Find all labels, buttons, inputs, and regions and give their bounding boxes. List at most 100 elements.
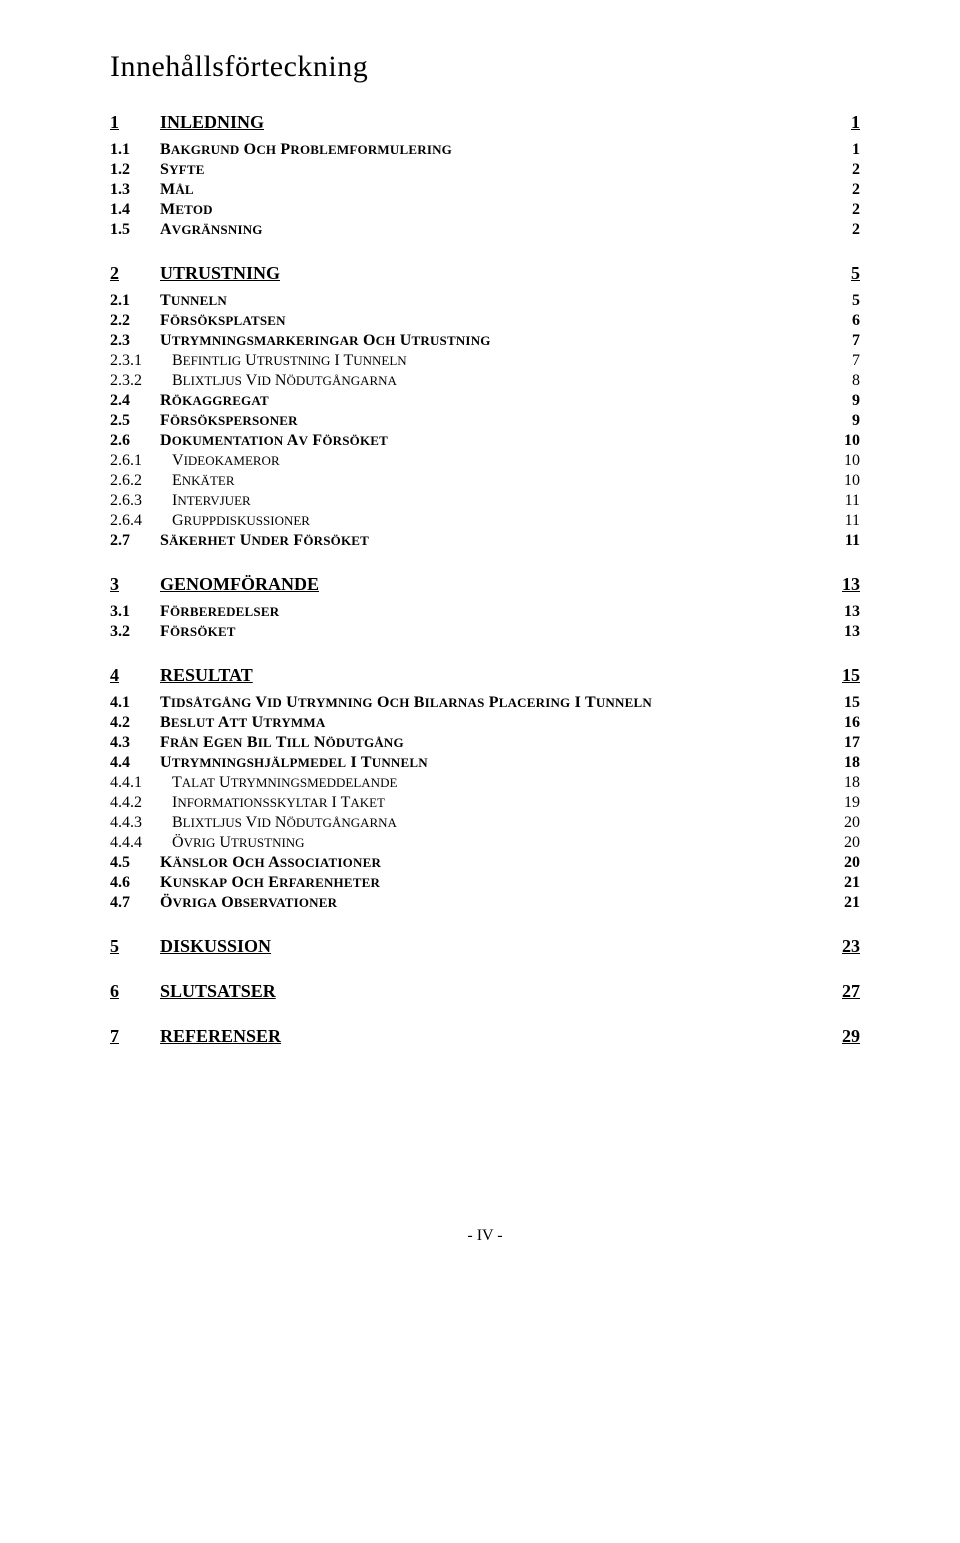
toc-num: 2.2 [110,312,160,330]
toc-page: 2 [820,161,860,179]
toc-num: 3 [110,574,160,595]
page-title: Innehållsförteckning [110,50,860,84]
toc-page: 13 [820,603,860,621]
toc-num: 1 [110,112,160,133]
toc-num: 2.6.1 [110,452,172,470]
toc-sub-row: 1.2SYFTE2 [110,161,860,179]
toc-page: 10 [820,472,860,490]
toc-page: 6 [820,312,860,330]
toc-page: 19 [820,794,860,812]
toc-subsub-row: 4.4.2INFORMATIONSSKYLTAR I TAKET19 [110,794,860,812]
toc-page: 2 [820,221,860,239]
toc-page: 11 [820,512,860,530]
toc-num: 2.6.4 [110,512,172,530]
toc-page: 15 [820,665,860,686]
toc-subsub-row: 2.6.4GRUPPDISKUSSIONER11 [110,512,860,530]
toc-label: FRÅN EGEN BIL TILL NÖDUTGÅNG [160,734,820,752]
toc-section-row: 1INLEDNING1 [110,112,860,133]
toc-num: 4.5 [110,854,160,872]
page: Innehållsförteckning 1INLEDNING1 1.1BAKGR… [0,0,960,1285]
toc-sub-row: 2.4RÖKAGGREGAT9 [110,392,860,410]
toc-num: 4.2 [110,714,160,732]
toc-label: REFERENSER [160,1026,820,1047]
toc-num: 4.4 [110,754,160,772]
toc-label: DISKUSSION [160,936,820,957]
toc-section-row: 5DISKUSSION23 [110,936,860,957]
toc-page: 16 [820,714,860,732]
toc-label: INTERVJUER [172,492,820,510]
toc-page: 9 [820,392,860,410]
toc-num: 4.4.3 [110,814,172,832]
toc-label: AVGRÄNSNING [160,221,820,239]
toc-label: TUNNELN [160,292,820,310]
toc-label: METOD [160,201,820,219]
toc-subsub-row: 4.4.3BLIXTLJUS VID NÖDUTGÅNGARNA20 [110,814,860,832]
toc-label: SLUTSATSER [160,981,820,1002]
toc-page: 8 [820,372,860,390]
toc-num: 1.1 [110,141,160,159]
toc-num: 1.4 [110,201,160,219]
toc-page: 2 [820,201,860,219]
toc-page: 9 [820,412,860,430]
toc-page: 15 [820,694,860,712]
toc-label: UTRYMNINGSMARKERINGAR OCH UTRUSTNING [160,332,820,350]
toc-num: 3.1 [110,603,160,621]
toc-num: 4.7 [110,894,160,912]
toc-page: 20 [820,814,860,832]
toc-section-row: 7REFERENSER29 [110,1026,860,1047]
toc-num: 2 [110,263,160,284]
toc-page: 27 [820,981,860,1002]
toc-page: 18 [820,754,860,772]
toc-page: 5 [820,292,860,310]
toc-section-row: 3GENOMFÖRANDE13 [110,574,860,595]
toc-num: 4.4.4 [110,834,172,852]
toc-page: 2 [820,181,860,199]
toc-label: UTRUSTNING [160,263,820,284]
toc-sub-row: 4.4UTRYMNINGSHJÄLPMEDEL I TUNNELN18 [110,754,860,772]
toc-subsub-row: 4.4.4ÖVRIG UTRUSTNING20 [110,834,860,852]
toc-subsub-row: 2.6.3INTERVJUER11 [110,492,860,510]
toc-page: 1 [820,112,860,133]
toc-page: 5 [820,263,860,284]
toc-label: FÖRSÖKET [160,623,820,641]
toc-label: BLIXTLJUS VID NÖDUTGÅNGARNA [172,814,820,832]
toc-subsub-row: 4.4.1TALAT UTRYMNINGSMEDDELANDE18 [110,774,860,792]
toc-subsub-row: 2.3.1BEFINTLIG UTRUSTNING I TUNNELN7 [110,352,860,370]
toc-sub-row: 2.7SÄKERHET UNDER FÖRSÖKET11 [110,532,860,550]
toc-num: 4.1 [110,694,160,712]
toc-num: 2.3.2 [110,372,172,390]
toc-num: 1.5 [110,221,160,239]
toc-sub-row: 4.6KUNSKAP OCH ERFARENHETER21 [110,874,860,892]
toc-subsub-row: 2.6.2ENKÄTER10 [110,472,860,490]
toc-label: GENOMFÖRANDE [160,574,820,595]
toc-num: 2.3 [110,332,160,350]
toc-label: INLEDNING [160,112,820,133]
toc-label: DOKUMENTATION AV FÖRSÖKET [160,432,820,450]
toc-page: 23 [820,936,860,957]
toc-num: 1.3 [110,181,160,199]
toc-num: 2.3.1 [110,352,172,370]
toc-label: BLIXTLJUS VID NÖDUTGÅNGARNA [172,372,820,390]
toc-page: 20 [820,834,860,852]
toc-sub-row: 1.3MÅL2 [110,181,860,199]
toc-page: 7 [820,332,860,350]
toc-label: GRUPPDISKUSSIONER [172,512,820,530]
toc-num: 5 [110,936,160,957]
toc-num: 2.4 [110,392,160,410]
toc-page: 18 [820,774,860,792]
toc-page: 17 [820,734,860,752]
toc-section-row: 6SLUTSATSER27 [110,981,860,1002]
toc-num: 2.1 [110,292,160,310]
toc-page: 10 [820,432,860,450]
table-of-contents: 1INLEDNING1 1.1BAKGRUND OCH PROBLEMFORMUL… [110,112,860,1047]
toc-page: 13 [820,574,860,595]
toc-sub-row: 3.2FÖRSÖKET13 [110,623,860,641]
toc-num: 1.2 [110,161,160,179]
toc-num: 6 [110,981,160,1002]
toc-label: RÖKAGGREGAT [160,392,820,410]
toc-label: UTRYMNINGSHJÄLPMEDEL I TUNNELN [160,754,820,772]
toc-section-row: 2UTRUSTNING5 [110,263,860,284]
toc-sub-row: 2.6DOKUMENTATION AV FÖRSÖKET10 [110,432,860,450]
toc-sub-row: 2.5FÖRSÖKSPERSONER9 [110,412,860,430]
toc-sub-row: 1.1BAKGRUND OCH PROBLEMFORMULERING1 [110,141,860,159]
